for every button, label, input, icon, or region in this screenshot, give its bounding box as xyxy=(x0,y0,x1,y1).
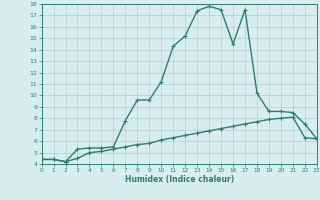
X-axis label: Humidex (Indice chaleur): Humidex (Indice chaleur) xyxy=(124,175,234,184)
